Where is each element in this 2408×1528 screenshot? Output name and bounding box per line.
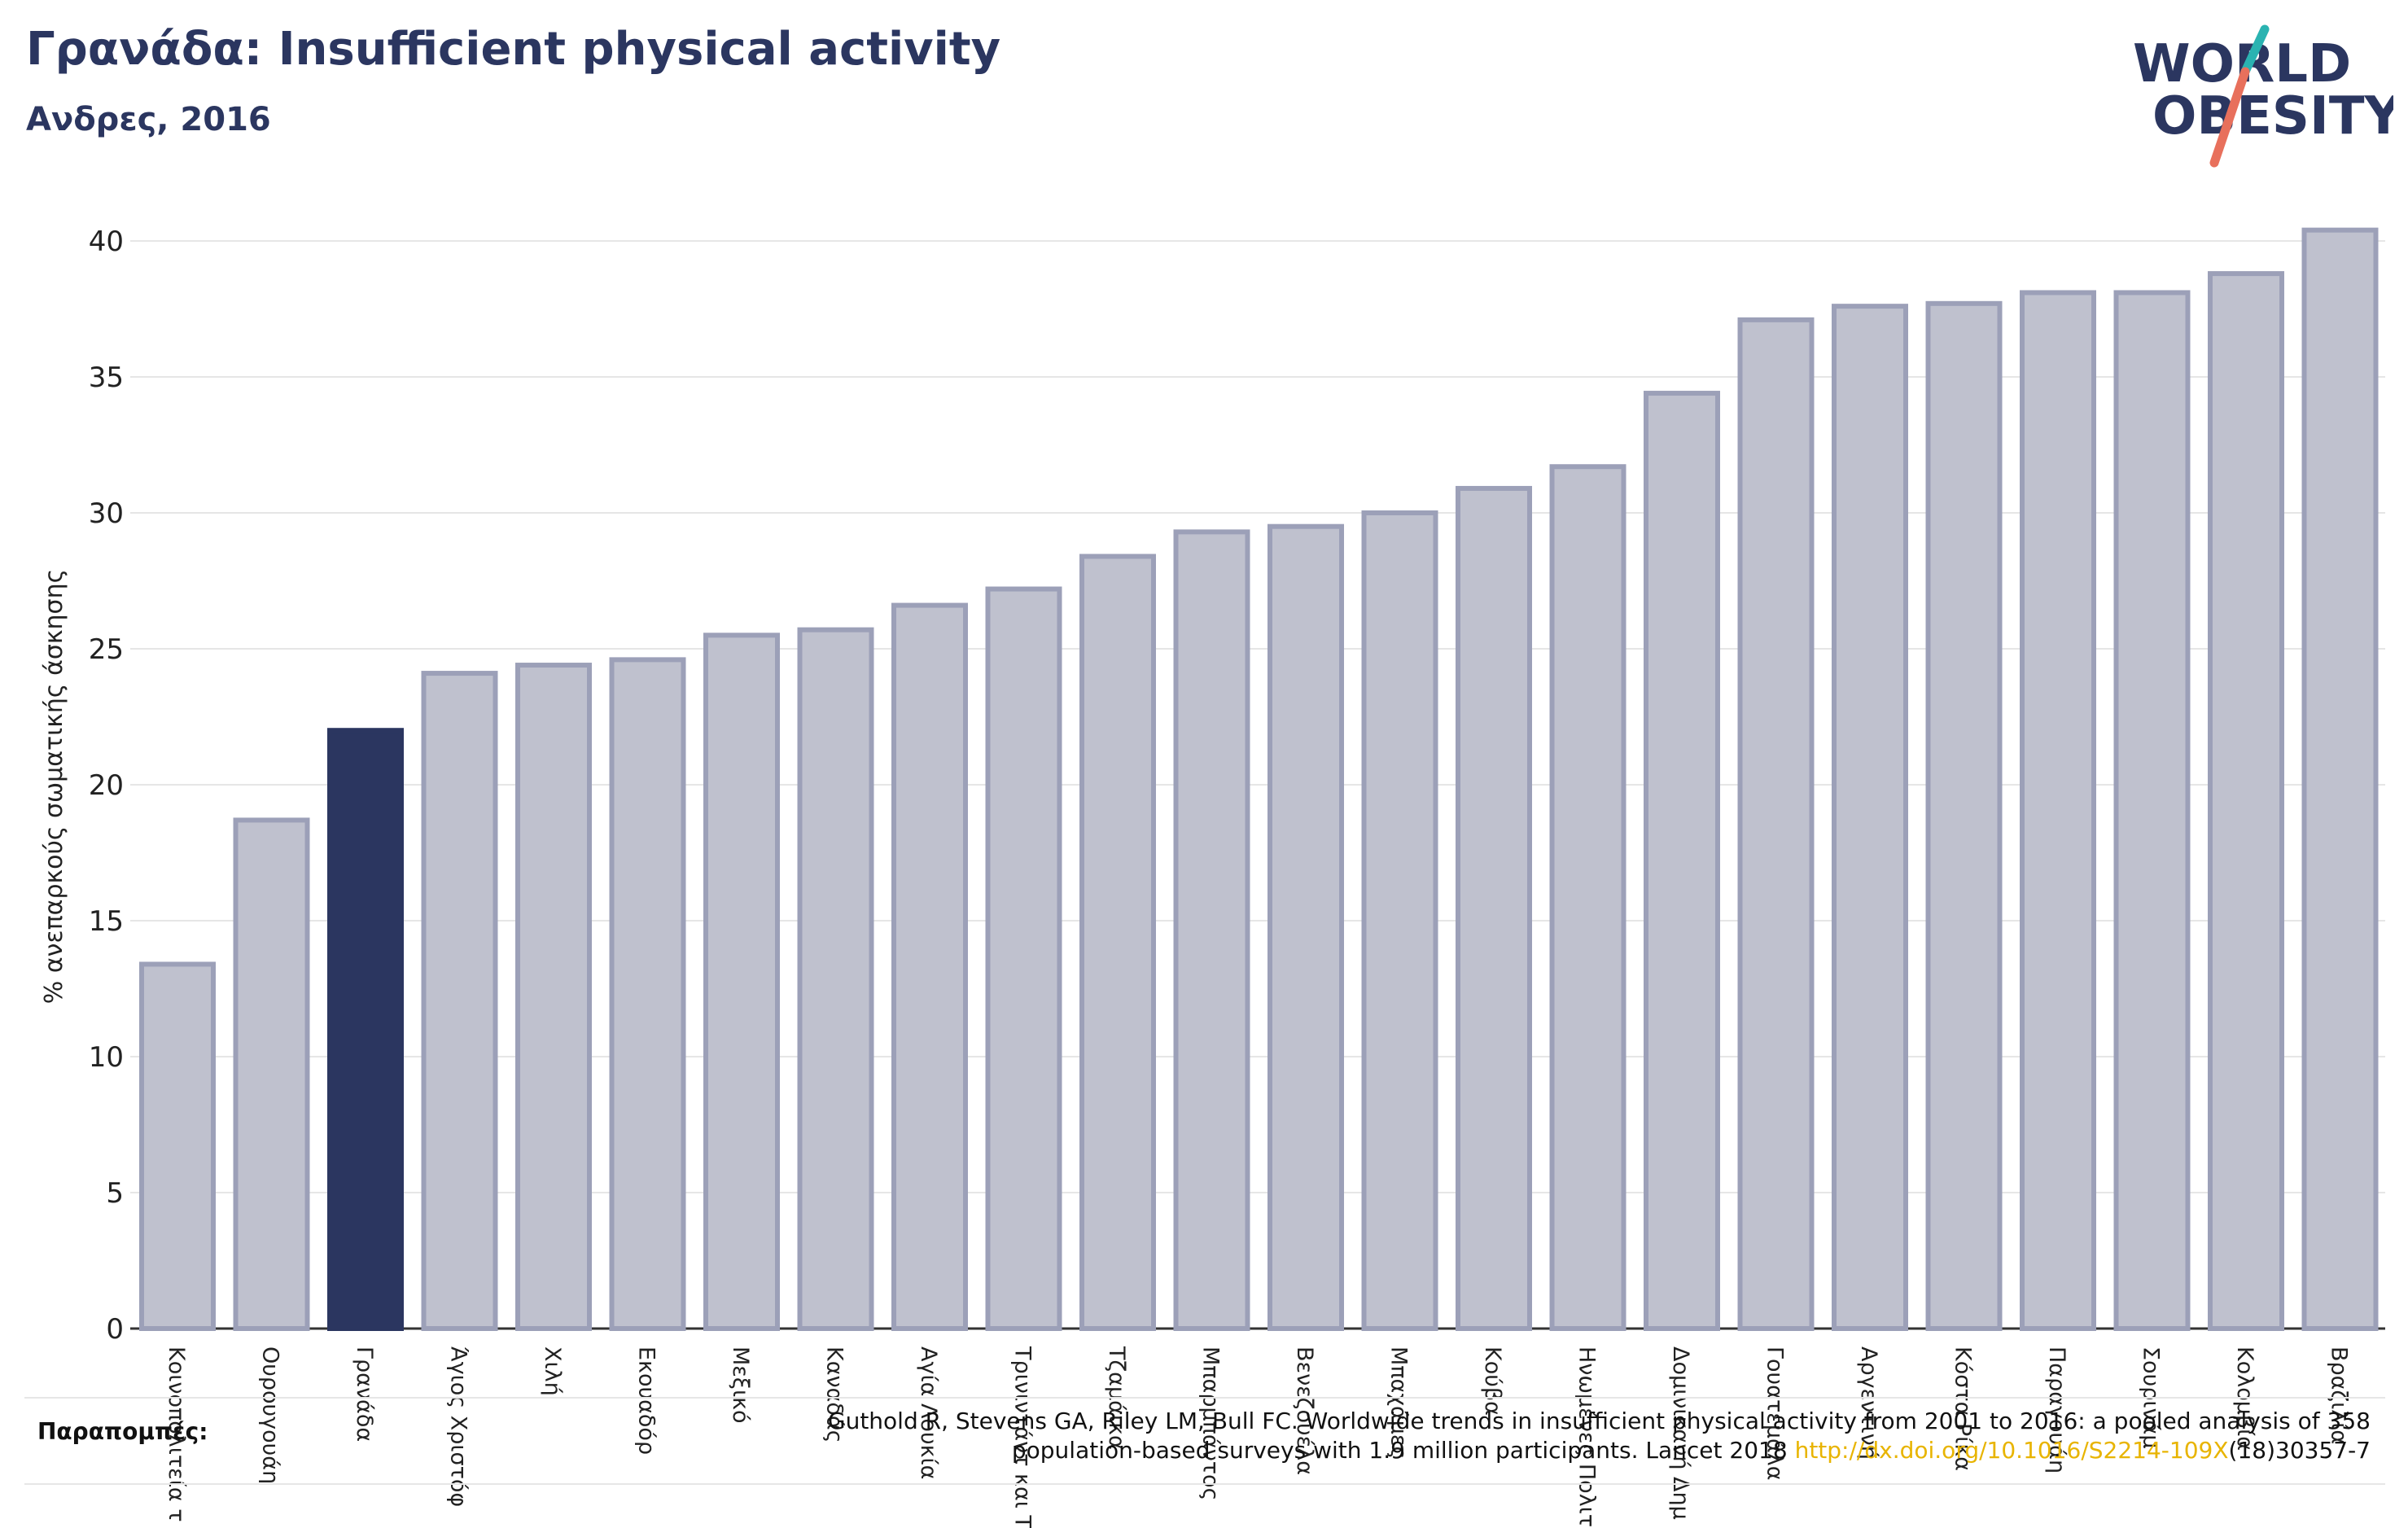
references-doi-link[interactable]: http://dx.doi.org/10.1016/S2214-109X	[1794, 1437, 2229, 1464]
bar-17[interactable]	[1644, 391, 1720, 1331]
references-doi-tail: (18)30357-7	[2228, 1437, 2371, 1464]
logo-slash-teal	[2240, 24, 2270, 77]
bar-20[interactable]	[1925, 300, 2003, 1332]
logo-word-obesity: OBESITY	[2152, 86, 2393, 147]
x-tick-label: Ουρουγουάη	[258, 1346, 283, 1484]
y-tick-label: 20	[89, 769, 124, 802]
world-obesity-logo: WORLD OBESITY	[2133, 24, 2393, 168]
x-tick-label: Γουατεμάλα	[1762, 1346, 1788, 1481]
bar-12[interactable]	[1173, 529, 1250, 1331]
x-tick-label: Ηνωμένες Πολιτ	[1574, 1346, 1600, 1527]
y-tick-label: 30	[89, 497, 124, 530]
bar-21[interactable]	[2020, 290, 2096, 1332]
x-tick-label: Καναδάς	[822, 1346, 847, 1443]
y-tick-label: 10	[89, 1041, 124, 1074]
bar-13[interactable]	[1267, 523, 1344, 1331]
bars	[139, 227, 2379, 1332]
x-tick-label: Τρινιντάντ και Τ	[1010, 1346, 1035, 1528]
bar-5[interactable]	[515, 663, 592, 1331]
y-tick-label: 25	[89, 633, 124, 666]
x-tick-label: Αγία Λουκία	[916, 1346, 941, 1479]
x-tick-label: Κοινοπολιτεία τ	[164, 1346, 189, 1521]
x-tick-label: Μπαρμπάντος	[1198, 1346, 1224, 1500]
x-tick-label: Μπαχάμες	[1386, 1346, 1412, 1459]
x-tick-label: Βραζιλία	[2327, 1346, 2352, 1444]
y-tick-label: 5	[106, 1177, 124, 1210]
x-tick-label: Δομινικανή Δημ	[1668, 1346, 1693, 1520]
references-label: Παραπομπές:	[37, 1418, 208, 1445]
x-tick-label: Γρανάδα	[352, 1346, 377, 1442]
bar-2[interactable]	[233, 817, 310, 1331]
x-tick-label: Μεξικό	[728, 1346, 753, 1424]
logo-slash-coral	[2209, 67, 2250, 168]
bar-19[interactable]	[1832, 304, 1908, 1331]
x-tick-label: Χιλή	[540, 1346, 565, 1396]
x-tick-label: Βενεζουέλα	[1292, 1346, 1317, 1475]
x-tick-label: Κολομβία	[2232, 1346, 2257, 1451]
x-tick-label: Αργεντινή	[1856, 1346, 1881, 1460]
references-line-2: population-based surveys with 1.9 millio…	[1011, 1437, 1788, 1464]
bar-23[interactable]	[2208, 271, 2284, 1332]
x-tick-label: Παραγουάη	[2044, 1346, 2069, 1473]
x-tick-labels: Κοινοπολιτεία τ Ουρουγουάη Γρανάδα Άγιος Χρ…	[164, 1346, 2352, 1528]
y-tick-labels: 0 5 10 15 20 25 30 35 40	[89, 225, 124, 1346]
references-text: Guthold R, Stevens GA, Riley LM, Bull FC…	[580, 1407, 2371, 1465]
bar-15[interactable]	[1456, 485, 1532, 1332]
x-tick-label: Άγιος Χριστόφ	[446, 1346, 471, 1507]
bar-1[interactable]	[139, 961, 216, 1331]
bar-18[interactable]	[1737, 317, 1815, 1331]
x-tick-label: Κόστα Ρίκα	[1950, 1346, 1976, 1471]
y-tick-label: 40	[89, 225, 124, 258]
bar-8[interactable]	[797, 627, 874, 1331]
y-tick-label: 15	[89, 905, 124, 938]
x-tick-label: Κούβα	[1480, 1346, 1505, 1416]
y-axis-label: % ανεπαρκούς σωματικής άσκησης	[40, 569, 68, 1004]
chart-subtitle: Ανδρες, 2016	[26, 101, 271, 138]
bar-11[interactable]	[1079, 554, 1156, 1331]
gridlines	[130, 240, 2385, 1330]
y-tick-label: 0	[106, 1313, 124, 1346]
footer-divider-bottom	[24, 1483, 2385, 1485]
chart-title: Γρανάδα: Insufficient physical activity	[26, 23, 1001, 76]
bar-4[interactable]	[421, 671, 498, 1331]
bar-16[interactable]	[1549, 464, 1626, 1331]
bar-10[interactable]	[985, 586, 1062, 1331]
y-tick-label: 35	[89, 361, 124, 394]
bar-3[interactable]	[327, 728, 404, 1331]
bar-9[interactable]	[891, 602, 968, 1331]
x-tick-label: Εκουαδόρ	[634, 1346, 659, 1455]
references-line-1: Guthold R, Stevens GA, Riley LM, Bull FC…	[827, 1408, 2371, 1434]
bar-22[interactable]	[2113, 290, 2191, 1332]
footer-divider-top	[24, 1397, 2385, 1399]
bar-6[interactable]	[609, 657, 686, 1331]
bar-7[interactable]	[703, 633, 780, 1331]
bar-24[interactable]	[2301, 227, 2379, 1331]
bar-14[interactable]	[1361, 510, 1438, 1331]
